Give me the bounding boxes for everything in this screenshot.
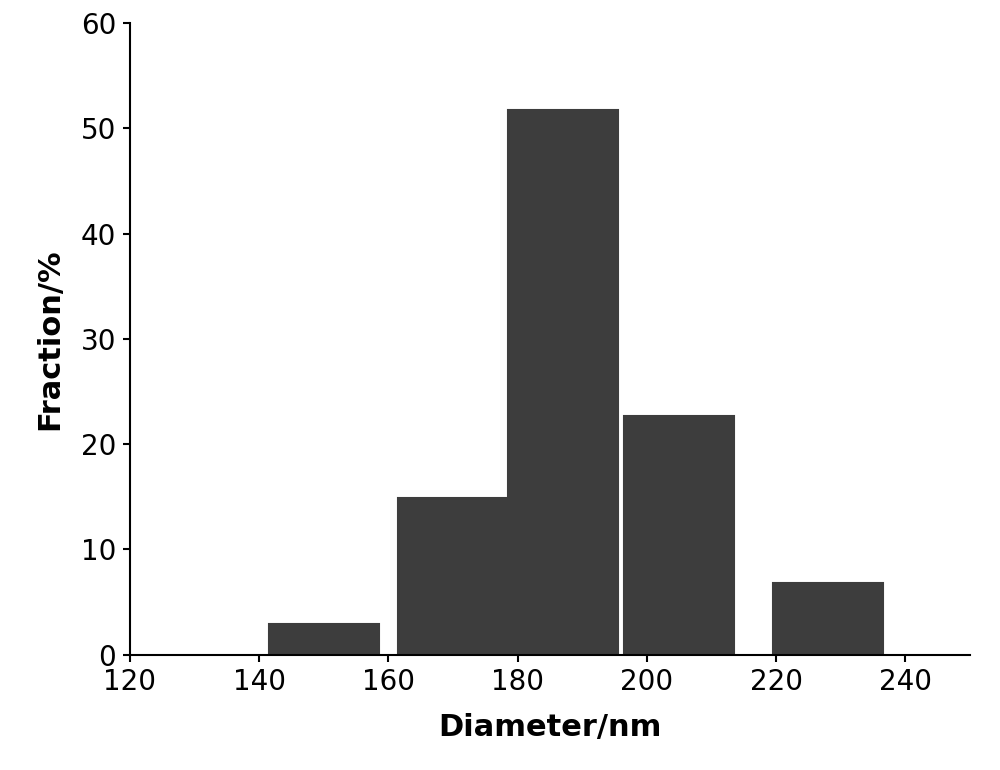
Bar (773, 583, 883, 654)
Bar (624, 416, 734, 654)
Y-axis label: Fraction/%: Fraction/% (35, 248, 64, 430)
Bar (508, 110, 618, 654)
X-axis label: Diameter/nm: Diameter/nm (438, 713, 662, 742)
Bar (398, 497, 508, 654)
Bar (269, 624, 379, 654)
